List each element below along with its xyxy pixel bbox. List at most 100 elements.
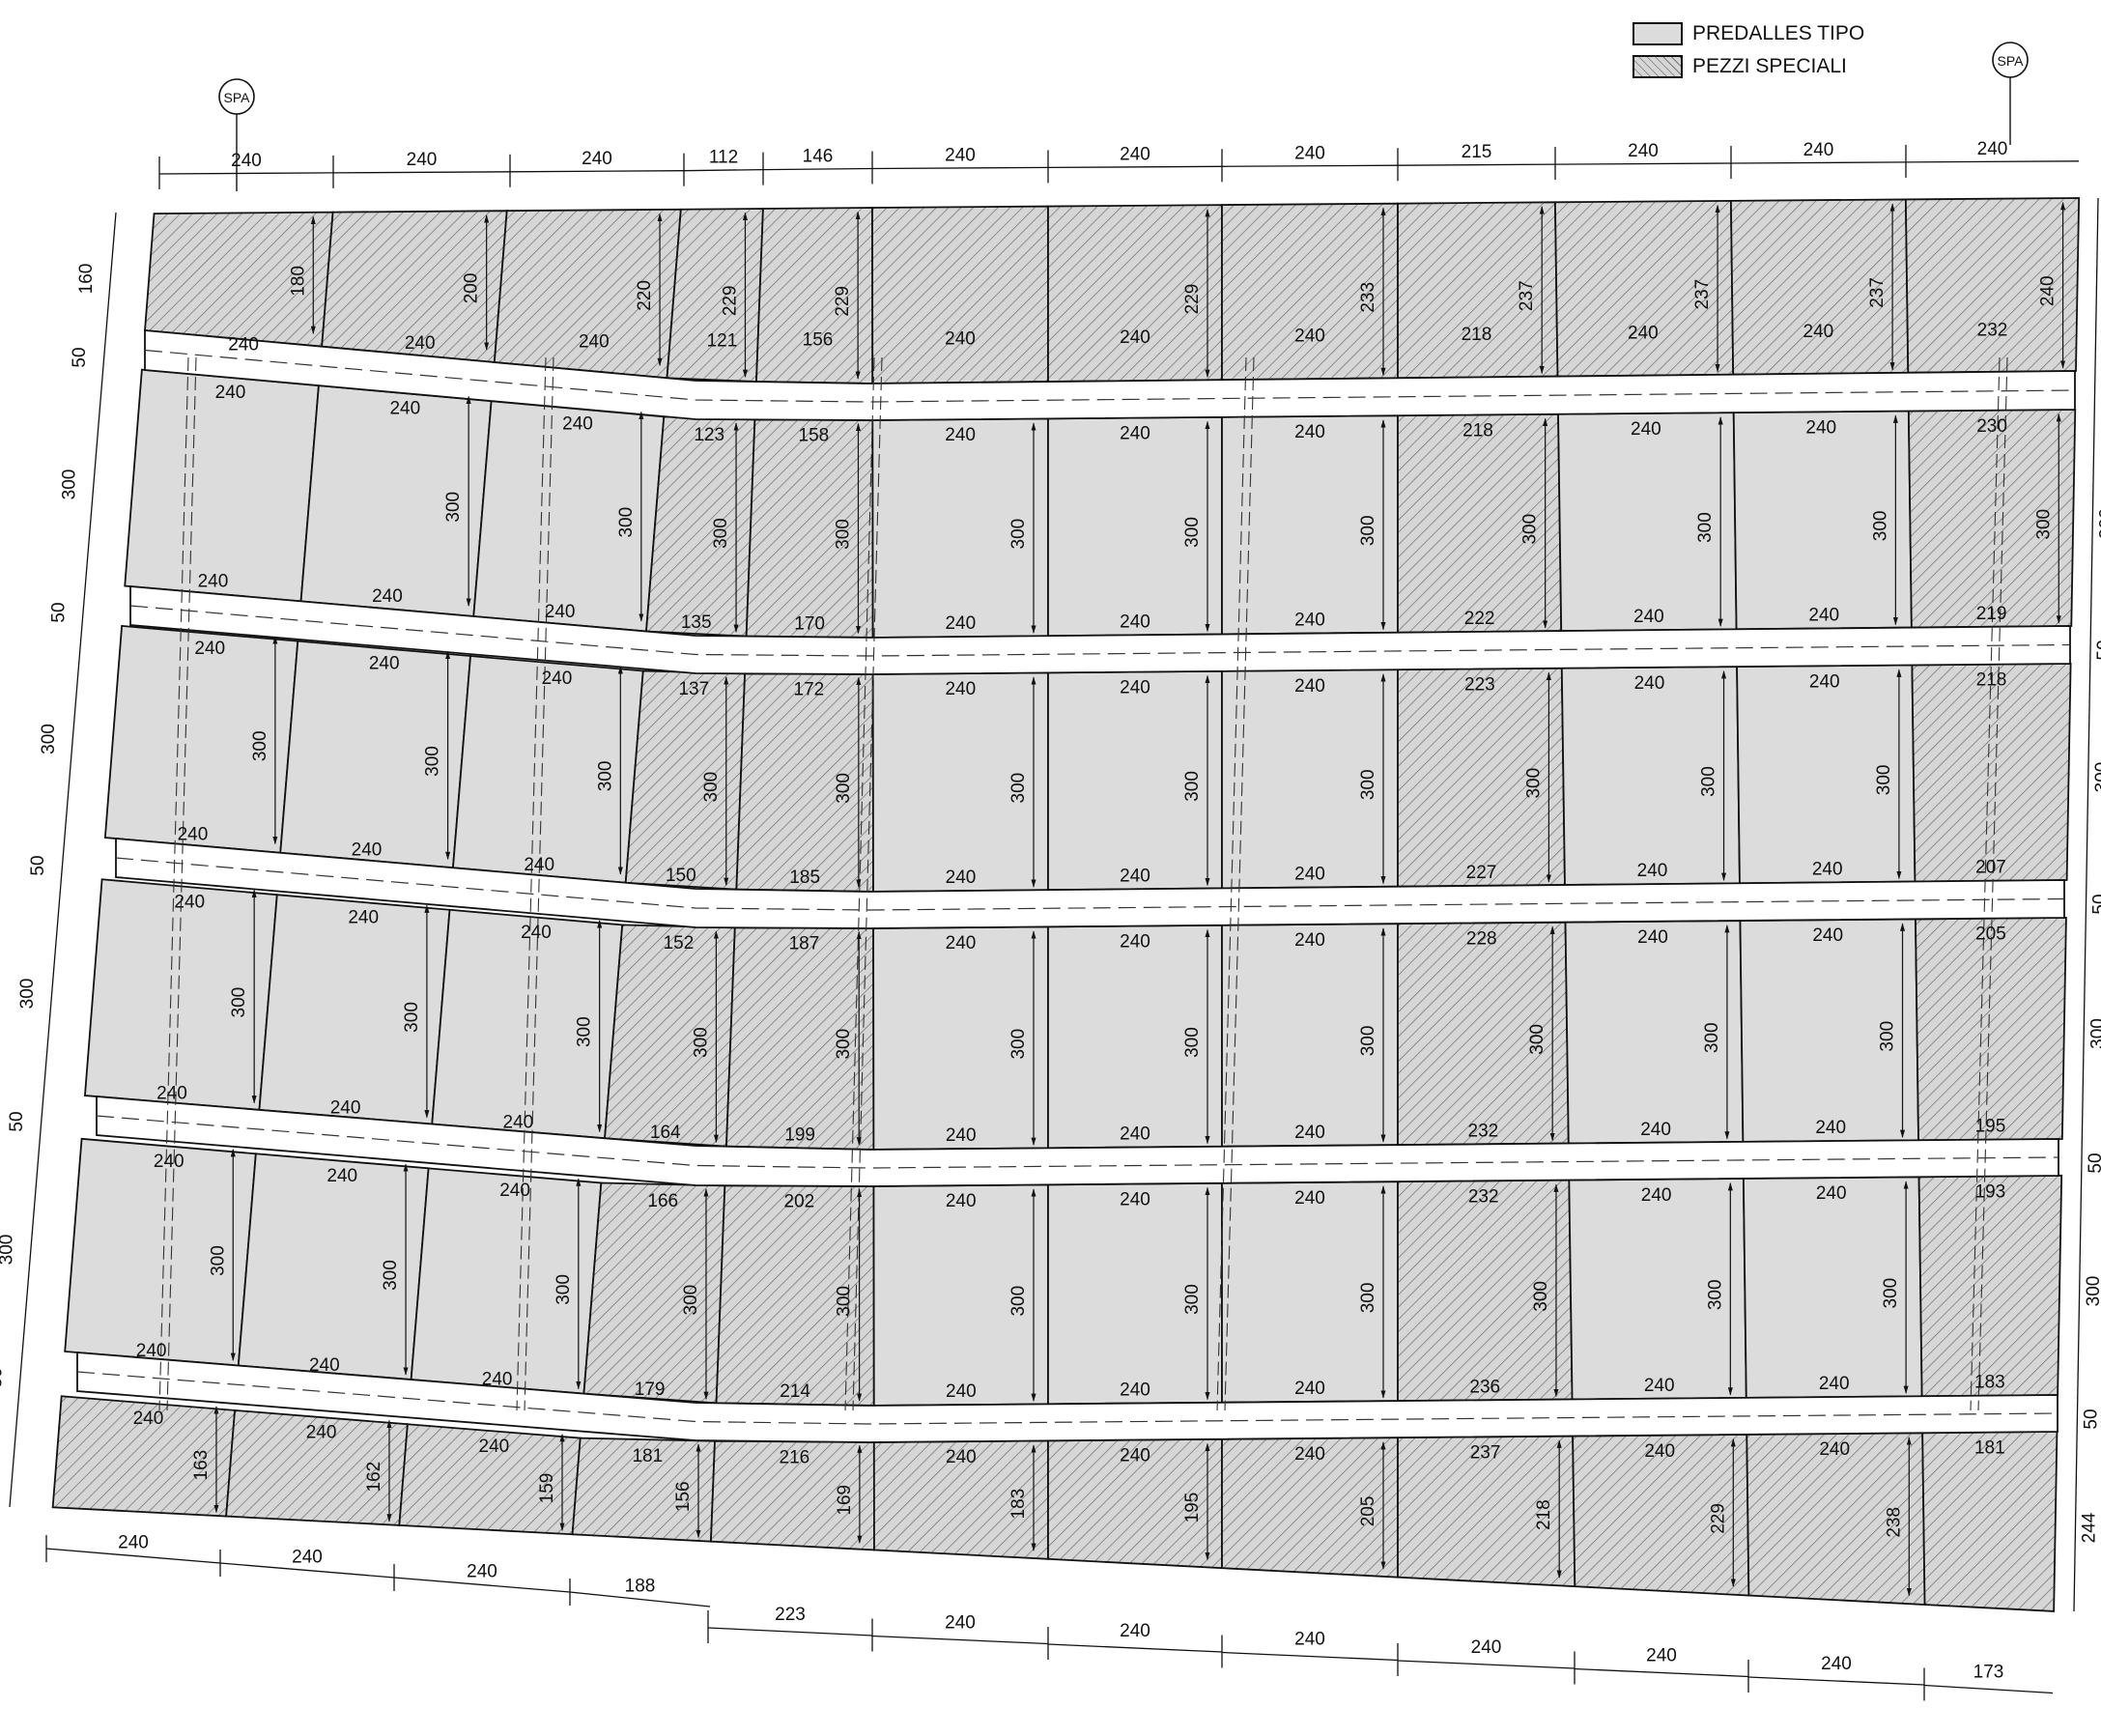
panel-height-label: 233 xyxy=(1358,282,1378,313)
joint-strip xyxy=(144,329,2076,421)
left-dimension: 50 xyxy=(49,602,70,622)
panel-width-label: 240 xyxy=(521,923,552,943)
right-dimension: 50 xyxy=(2099,386,2101,407)
panel-width-label: 240 xyxy=(1120,678,1150,698)
panel-width-label: 240 xyxy=(946,1447,977,1467)
panel-width-label: 227 xyxy=(1466,863,1497,883)
panel-width-label: 240 xyxy=(503,1112,534,1132)
bottom-dimension: 188 xyxy=(625,1577,656,1597)
panel-width-label: 240 xyxy=(1631,419,1661,440)
panel-height-label: 300 xyxy=(616,507,637,538)
joint-axis xyxy=(96,1115,2059,1169)
dimension-line xyxy=(393,1577,571,1593)
panel-height-label: 300 xyxy=(1531,1281,1551,1312)
panel-width-label: 240 xyxy=(405,333,436,354)
grid-line xyxy=(1970,356,2001,1411)
panel-width-label: 240 xyxy=(946,868,977,888)
joint-strip xyxy=(115,838,2065,929)
panel-width-label: 240 xyxy=(348,907,379,927)
right-dimension: 300 xyxy=(2084,1276,2101,1307)
panel-width-label: 240 xyxy=(579,332,610,353)
panel-width-label: 240 xyxy=(1294,676,1325,697)
special-panel xyxy=(1921,1430,2058,1612)
panel-height-label: 300 xyxy=(402,1002,422,1033)
panel-width-label: 240 xyxy=(352,840,383,860)
panel-height-label: 300 xyxy=(1523,768,1544,799)
panel-width-label: 240 xyxy=(136,1341,167,1361)
panel-width-label: 240 xyxy=(562,414,593,435)
special-panel xyxy=(1904,197,2081,374)
dimension-line xyxy=(569,1591,711,1608)
panel-height-label: 229 xyxy=(720,285,740,316)
panel-height-label: 300 xyxy=(1182,771,1203,802)
bottom-dimension: 240 xyxy=(1120,1621,1150,1641)
dimension-line xyxy=(2081,1137,2084,1178)
panel-width-label: 193 xyxy=(1975,1182,2006,1203)
panel-width-label: 240 xyxy=(306,1422,337,1442)
bottom-dimension: 240 xyxy=(1646,1646,1677,1666)
panel-width-label: 223 xyxy=(1464,674,1495,695)
legend-item-pezzi-speciali: PEZZI SPECIALI xyxy=(1633,50,1864,83)
dimension-line xyxy=(2073,1432,2078,1612)
special-panel xyxy=(1915,916,2067,1142)
panel-height-label: 300 xyxy=(1008,773,1029,804)
panel-width-label: 240 xyxy=(154,1152,185,1172)
panel-width-label: 240 xyxy=(1819,1439,1850,1460)
top-dimension: 240 xyxy=(945,146,976,166)
panel-width-label: 195 xyxy=(1975,1117,2006,1137)
panel-width-label: 240 xyxy=(945,679,976,699)
panel-width-label: 240 xyxy=(1637,861,1668,881)
panel-width-label: 240 xyxy=(1120,1124,1150,1145)
panel-height-label: 200 xyxy=(462,273,482,304)
bottom-dimension: 240 xyxy=(945,1613,976,1634)
panel-width-label: 236 xyxy=(1469,1377,1500,1397)
joint-axis xyxy=(76,1371,2058,1425)
panel-height-label: 156 xyxy=(673,1481,694,1512)
top-dimension: 112 xyxy=(709,148,738,168)
panel-width-label: 214 xyxy=(780,1381,810,1402)
panel-width-label: 218 xyxy=(1462,325,1492,345)
panel-width-label: 240 xyxy=(1294,1123,1325,1143)
special-panel xyxy=(871,205,1049,384)
panel-height-label: 220 xyxy=(635,280,655,311)
spa-marker-right-label: SPA xyxy=(1998,53,2025,69)
panel-height-label: 300 xyxy=(1008,519,1029,550)
dimension-line xyxy=(871,1635,1049,1645)
panel-width-label: 240 xyxy=(1294,326,1325,346)
dimension-line xyxy=(2089,624,2092,665)
panel-width-label: 240 xyxy=(946,1381,977,1402)
panel-width-label: 218 xyxy=(1976,670,2007,691)
panel-width-label: 240 xyxy=(215,383,246,403)
panel-width-label: 240 xyxy=(479,1437,510,1457)
panel-height-label: 300 xyxy=(575,1016,595,1047)
top-dimension: 146 xyxy=(803,147,834,167)
panel-width-label: 181 xyxy=(1974,1438,2005,1459)
bottom-dimension: 173 xyxy=(1973,1663,2004,1683)
special-panel xyxy=(745,418,874,639)
panel-width-label: 240 xyxy=(1809,671,1840,692)
left-dimension: 160 xyxy=(76,264,97,295)
panel-height-label: 300 xyxy=(835,1286,855,1317)
panel-width-label: 240 xyxy=(330,1098,361,1119)
joint-strip xyxy=(129,585,2071,675)
panel-width-label: 202 xyxy=(784,1192,815,1212)
panel-width-label: 240 xyxy=(1805,417,1836,438)
special-panel xyxy=(604,924,736,1148)
panel-height-label: 300 xyxy=(1878,1021,1898,1052)
grid-line xyxy=(1216,356,1247,1411)
panel-width-label: 187 xyxy=(789,934,820,954)
panel-height-label: 300 xyxy=(711,518,731,549)
dimension-line xyxy=(1221,164,1399,167)
bottom-dimension: 240 xyxy=(118,1533,149,1553)
panel-height-label: 237 xyxy=(1692,279,1713,310)
top-dimension: 240 xyxy=(1294,143,1325,163)
dimension-line xyxy=(21,1134,42,1353)
panel-width-label: 240 xyxy=(1628,324,1659,344)
panel-width-label: 240 xyxy=(946,1191,977,1211)
panel-width-label: 232 xyxy=(1468,1121,1499,1141)
panel-width-label: 205 xyxy=(1975,925,2006,945)
panel-height-label: 300 xyxy=(443,492,464,523)
dimension-line xyxy=(1574,1667,1749,1678)
dimension-line xyxy=(1905,160,2080,163)
panel-height-label: 229 xyxy=(1182,284,1203,315)
